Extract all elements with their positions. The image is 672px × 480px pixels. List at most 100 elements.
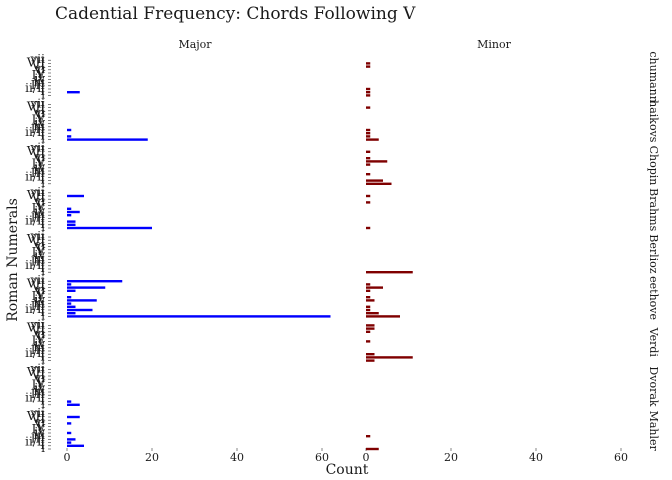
y-tick-label: vi (33, 106, 45, 120)
y-tick-label: ii/Ⅱ (25, 214, 45, 228)
bar-verdi-minor (366, 356, 413, 359)
x-tick-label: 0 (64, 451, 71, 464)
y-tick-label: V (35, 242, 45, 256)
bar-chopin-minor (366, 182, 392, 185)
bar-verdi-minor (366, 353, 375, 356)
y-tick-label: VI (31, 103, 46, 117)
column-strip-major: Major (178, 38, 212, 51)
y-tick-label: ii/Ⅱ (25, 302, 45, 316)
y-tick-label: iv (34, 337, 45, 351)
y-tick-label: vi (33, 371, 45, 385)
y-tick-label: VI (31, 235, 46, 249)
y-tick-label: VII (26, 100, 45, 114)
y-tick-label: IV (32, 422, 46, 436)
y-tick-label: iv (34, 160, 45, 174)
bar-brahms-major (67, 220, 76, 223)
y-tick-label: I (40, 173, 45, 187)
y-tick-label: i (41, 441, 45, 455)
bar-tchaikovsky-major (67, 135, 72, 138)
y-tick-label: vii (30, 52, 46, 66)
y-tick-label: VI (31, 280, 46, 294)
bar-tchaikovsky-minor (366, 138, 379, 141)
bar-brahms-major (67, 223, 76, 226)
bar-beethoven-minor (366, 286, 383, 289)
x-tick-label: 60 (614, 451, 628, 464)
y-tick-label: VI (31, 368, 46, 382)
y-tick-label: iv (34, 248, 45, 262)
y-tick-label: III (31, 255, 45, 269)
bar-chopin-minor (366, 157, 371, 160)
y-tick-label: VII (26, 276, 45, 290)
y-tick-label: VII (26, 232, 45, 246)
y-tick-label: VI (31, 324, 46, 338)
y-tick-label: IV (32, 157, 46, 171)
bar-beethoven-minor (366, 315, 400, 318)
bar-beethoven-minor (366, 283, 371, 286)
y-tick-label: vi (33, 62, 45, 76)
y-tick-label: i (41, 176, 45, 190)
bar-verdi-minor (366, 359, 375, 362)
y-tick-label: iii (33, 251, 45, 265)
y-tick-label: iii (33, 296, 45, 310)
y-tick-label: IV (32, 245, 46, 259)
y-tick-label: ii/Ⅱ (25, 169, 45, 183)
bar-brahms-major (67, 210, 80, 214)
y-tick-label: V (35, 198, 45, 212)
y-tick-label: iv (34, 116, 45, 130)
y-tick-label: V (35, 153, 45, 167)
y-tick-label: i (41, 308, 45, 322)
y-tick-label: vi (33, 194, 45, 208)
x-tick-label: 60 (315, 451, 329, 464)
y-tick-label: iii (33, 207, 45, 221)
y-tick-label: I (40, 128, 45, 142)
y-tick-label: ii/Ⅱ (25, 258, 45, 272)
y-tick-label: iii (33, 119, 45, 133)
row-strip-chopin: Chopin (647, 146, 660, 186)
y-tick-label: V (35, 65, 45, 79)
bar-brahms-major (67, 194, 84, 198)
y-tick-label: ii/Ⅱ (25, 346, 45, 360)
bar-beethoven-minor (366, 296, 371, 299)
bar-tchaikovsky-major (67, 138, 148, 141)
y-tick-label: vii (30, 96, 46, 110)
y-tick-label: V (35, 374, 45, 388)
y-tick-label: iii (33, 163, 45, 177)
y-tick-label: vi (33, 150, 45, 164)
y-tick-label: ii/Ⅱ (25, 81, 45, 95)
y-tick-label: VII (26, 55, 45, 69)
y-tick-label: III (31, 210, 45, 224)
y-tick-label: iv (34, 71, 45, 85)
bar-schumann-minor (366, 91, 371, 94)
y-tick-label: ii/Ⅱ (25, 125, 45, 139)
x-tick-label: 40 (529, 451, 543, 464)
bar-tchaikovsky-minor (366, 132, 371, 135)
bar-dvorak-major (67, 403, 80, 406)
bar-schumann-minor (366, 87, 371, 91)
y-tick-label: i (41, 220, 45, 234)
y-tick-label: III (31, 78, 45, 92)
x-tick-label: 40 (230, 451, 244, 464)
bar-mahler-major (67, 441, 72, 444)
y-tick-label: vii (30, 229, 46, 243)
bar-chopin-minor (366, 179, 383, 182)
row-strip-berlioz: Berlioz (647, 234, 660, 274)
y-tick-label: iv (34, 425, 45, 439)
y-tick-label: vii (30, 185, 46, 199)
y-tick-label: III (31, 299, 45, 313)
bar-schumann-major (67, 91, 80, 94)
y-tick-label: VI (31, 147, 46, 161)
bar-beethoven-major (67, 302, 72, 305)
bar-schumann-minor (366, 65, 371, 68)
bar-verdi-minor (366, 324, 375, 327)
bar-mahler-major (67, 415, 80, 419)
y-tick-label: iv (34, 292, 45, 306)
bar-brahms-minor (366, 201, 371, 204)
y-tick-label: vii (30, 141, 46, 155)
bar-beethoven-minor (366, 312, 379, 315)
bar-beethoven-major (67, 305, 76, 308)
y-tick-label: VII (26, 188, 45, 202)
bar-tchaikovsky-minor (366, 135, 371, 138)
bar-beethoven-major (67, 308, 93, 312)
row-strip-brahms: Brahms (647, 188, 660, 231)
